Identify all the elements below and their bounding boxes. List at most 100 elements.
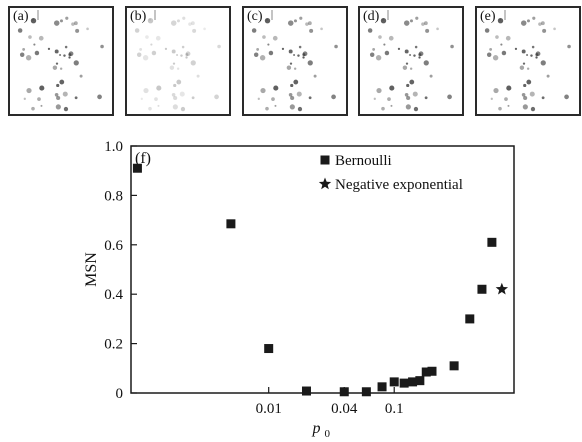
- y-axis-label: MSN: [83, 252, 100, 287]
- spot: [289, 62, 293, 65]
- spot: [521, 49, 526, 54]
- spot: [265, 18, 268, 21]
- spot: [169, 65, 175, 70]
- spot: [171, 93, 176, 97]
- spot: [172, 62, 176, 65]
- spot: [56, 95, 61, 101]
- x-axis-label: p: [312, 420, 321, 437]
- spot: [176, 79, 182, 85]
- spot: [500, 43, 503, 46]
- spot: [535, 56, 538, 59]
- spot: [257, 97, 260, 100]
- spot: [150, 43, 153, 46]
- spot: [172, 104, 178, 110]
- spot: [47, 47, 51, 51]
- bernoulli-point: [421, 367, 431, 377]
- bernoulli-point: [465, 314, 475, 324]
- bernoulli-point: [408, 377, 418, 387]
- spot: [59, 19, 63, 23]
- spot: [271, 97, 275, 101]
- spot: [409, 67, 413, 70]
- spot: [308, 96, 312, 100]
- spot: [289, 104, 295, 110]
- spot: [148, 106, 152, 111]
- spot: [490, 97, 493, 100]
- spot: [413, 54, 416, 57]
- spot: [75, 28, 80, 33]
- spot: [79, 74, 83, 78]
- spot: [140, 97, 143, 100]
- spot: [34, 50, 40, 56]
- spot: [421, 22, 425, 26]
- spot: [290, 83, 294, 88]
- spot: [373, 97, 376, 100]
- plot-frame: [130, 145, 515, 394]
- spot: [331, 94, 336, 100]
- spot: [33, 43, 36, 46]
- spot: [55, 62, 59, 65]
- spot: [176, 67, 180, 70]
- spot: [170, 20, 177, 26]
- spot: [176, 19, 180, 23]
- spot: [31, 106, 35, 111]
- chart-panel-label: (f): [135, 150, 151, 167]
- spot-field: [17, 10, 104, 112]
- spot: [409, 53, 412, 56]
- spot: [309, 28, 314, 33]
- x-tick-label: 0.1: [385, 401, 404, 417]
- spot: [412, 91, 418, 97]
- spot: [259, 55, 266, 61]
- spot: [388, 35, 394, 41]
- image-panel: (a): [8, 6, 114, 116]
- y-tick-label: 1.0: [104, 139, 123, 155]
- spot-field: [134, 10, 221, 112]
- spot: [423, 60, 429, 66]
- spot: [293, 53, 296, 56]
- panel-label: (b): [130, 9, 147, 24]
- spot: [147, 18, 154, 24]
- bernoulli-point: [449, 361, 459, 371]
- spot: [535, 51, 541, 57]
- spot: [145, 35, 149, 39]
- spot: [59, 67, 63, 70]
- bernoulli-point: [415, 376, 425, 386]
- spot: [532, 16, 536, 20]
- spot: [139, 48, 143, 51]
- spot: [531, 45, 535, 49]
- spot: [541, 96, 545, 100]
- spot: [148, 18, 151, 21]
- spot: [405, 104, 411, 110]
- spot: [293, 19, 297, 23]
- spot: [56, 83, 60, 88]
- spot: [288, 93, 293, 97]
- panel-label: (a): [13, 9, 29, 24]
- spot: [381, 18, 384, 21]
- spot: [64, 45, 68, 49]
- bernoulli-point: [427, 366, 437, 376]
- spot: [297, 54, 300, 57]
- spot: [383, 43, 386, 46]
- spot: [367, 28, 373, 33]
- spot: [521, 93, 526, 97]
- spot: [375, 55, 382, 61]
- spot: [272, 35, 278, 41]
- spot: [256, 48, 260, 51]
- spot: [30, 18, 37, 24]
- spot: [53, 20, 60, 26]
- spot: [288, 49, 293, 54]
- bernoulli-point: [389, 377, 399, 387]
- panel-label: (d): [363, 9, 380, 24]
- bernoulli-point: [301, 386, 311, 396]
- y-tick-label: 0.6: [104, 238, 123, 254]
- spot: [298, 45, 302, 49]
- spot: [136, 52, 142, 57]
- spot: [22, 48, 26, 51]
- spot: [179, 91, 185, 97]
- x-tick-label: 0.04: [331, 401, 358, 417]
- spot: [268, 50, 274, 56]
- spot: [405, 62, 409, 65]
- spot: [17, 28, 23, 33]
- spot: [403, 20, 410, 26]
- spot: [185, 51, 191, 57]
- bernoulli-point: [132, 163, 142, 173]
